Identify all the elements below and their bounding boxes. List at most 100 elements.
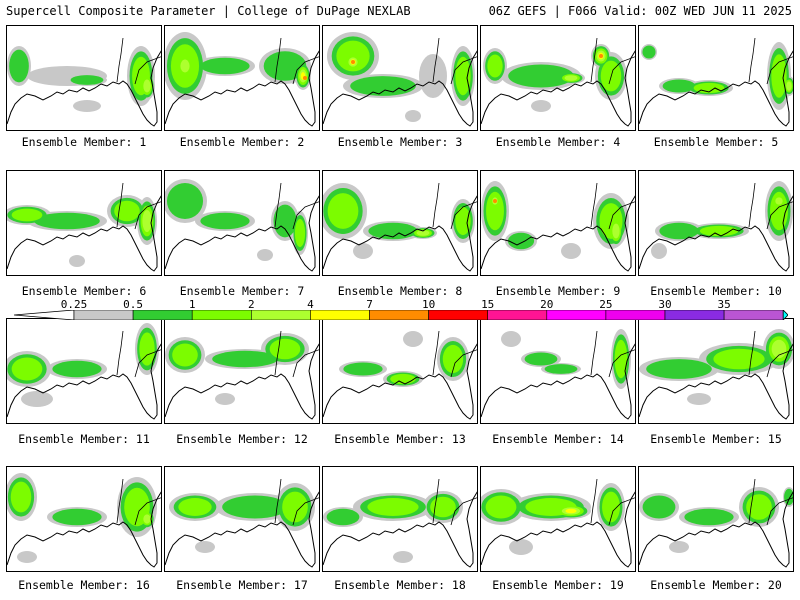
state-border <box>590 478 598 524</box>
ensemble-member-label: Ensemble Member: 9 <box>495 284 621 298</box>
state-border <box>292 56 319 85</box>
scp-contour-level-2 <box>713 348 765 370</box>
colorbar-bin <box>73 310 134 320</box>
ensemble-member-label: Ensemble Member: 11 <box>18 432 150 446</box>
colorbar-bin <box>487 310 548 320</box>
coastline <box>481 343 635 420</box>
coastline <box>7 195 161 272</box>
scp-contour-level-2 <box>178 498 212 516</box>
coastline <box>323 50 477 127</box>
scp-contour-level-2 <box>602 491 620 523</box>
coastline <box>639 50 793 127</box>
colorbar-tick-label: 10 <box>421 298 436 311</box>
scp-contour-level-0 <box>69 255 85 267</box>
scp-field <box>501 329 631 389</box>
scp-contour-level-1 <box>350 76 416 96</box>
scp-contour-level-3 <box>143 514 151 524</box>
state-border <box>748 478 756 524</box>
scp-contour-level-3 <box>143 79 151 93</box>
colorbar-bin <box>369 310 429 320</box>
state-border <box>608 201 635 230</box>
scp-contour-level-0 <box>403 331 423 347</box>
ensemble-member-panel <box>164 25 320 131</box>
scp-contour-level-5 <box>599 54 603 58</box>
coastline <box>165 50 319 127</box>
colorbar-bin <box>546 310 607 320</box>
ensemble-member-panel <box>480 25 636 131</box>
ensemble-member-label: Ensemble Member: 3 <box>337 135 463 149</box>
state-border <box>134 349 161 378</box>
ensemble-member-map <box>323 330 477 420</box>
scp-contour-level-0 <box>509 539 533 555</box>
scp-contour-level-0 <box>353 243 373 259</box>
scp-contour-level-2 <box>487 54 503 78</box>
ensemble-member-label: Ensemble Member: 8 <box>337 284 463 298</box>
ensemble-member-map <box>7 182 161 272</box>
scp-contour-level-3 <box>416 230 430 236</box>
ensemble-member-panel <box>6 318 162 424</box>
scp-contour-level-1 <box>508 64 574 88</box>
colorbar: 0.25 0.5 1 2 4 7 10 15 20 25 30 35 <box>14 298 788 320</box>
scp-contour-level-2 <box>327 193 359 229</box>
coastline <box>165 343 319 420</box>
scp-contour-level-2 <box>172 343 198 367</box>
scp-contour-level-2 <box>485 495 517 519</box>
scp-contour-level-2 <box>455 206 471 236</box>
state-border <box>748 37 756 83</box>
scp-contour-level-1 <box>642 495 676 519</box>
ensemble-member-label: Ensemble Member: 4 <box>495 135 621 149</box>
state-border <box>766 349 793 378</box>
scp-contour-level-0 <box>215 393 235 405</box>
state-border <box>274 37 282 83</box>
scp-field <box>7 473 157 563</box>
scp-contour-level-1 <box>343 362 383 376</box>
colorbar-tick-label: 20 <box>540 298 554 311</box>
colorbar-max-tip <box>782 310 788 320</box>
scp-contour-level-0 <box>419 54 447 98</box>
state-border <box>766 201 793 230</box>
scp-contour-level-0 <box>669 541 689 553</box>
scp-contour-level-3 <box>775 197 783 205</box>
scp-contour-level-0 <box>257 249 273 261</box>
scp-contour-level-1 <box>646 359 712 379</box>
scp-contour-level-1 <box>662 79 696 93</box>
colorbar-min-tip <box>14 310 75 320</box>
ensemble-member-panel <box>480 318 636 424</box>
scp-contour-level-2 <box>614 339 628 379</box>
colorbar-tick-label: 1 <box>188 298 196 311</box>
scp-contour-level-2 <box>367 498 419 516</box>
scp-contour-level-1 <box>9 49 29 83</box>
scp-field <box>339 331 469 387</box>
ensemble-member-panel <box>638 25 794 131</box>
scp-contour-level-1 <box>784 488 793 506</box>
scp-contour-level-0 <box>501 331 521 347</box>
ensemble-member-panel <box>6 466 162 572</box>
scp-contour-level-0 <box>393 551 413 563</box>
scp-field <box>483 44 627 112</box>
scp-contour-level-0 <box>561 243 581 259</box>
coastline <box>7 343 161 420</box>
ensemble-member-label: Ensemble Member: 6 <box>21 284 147 298</box>
ensemble-member-panel <box>164 170 320 276</box>
state-border <box>590 37 598 83</box>
scp-contour-level-1 <box>52 508 102 526</box>
ensemble-member-map <box>639 181 793 272</box>
colorbar-bin <box>428 310 489 320</box>
ensemble-member-map <box>639 329 793 420</box>
scp-contour-level-2 <box>746 494 772 520</box>
coastline <box>165 491 319 568</box>
scp-contour-level-1 <box>326 508 360 526</box>
coastline <box>481 195 635 272</box>
ensemble-member-panel <box>6 25 162 131</box>
state-border <box>432 182 440 228</box>
scp-contour-level-0 <box>195 541 215 553</box>
state-border <box>134 201 161 230</box>
scp-contour-level-2 <box>430 496 456 518</box>
state-border <box>608 497 635 526</box>
scp-field <box>7 46 155 112</box>
state-border <box>450 56 477 85</box>
ensemble-member-label: Ensemble Member: 17 <box>176 578 308 592</box>
scp-contour-level-2 <box>486 191 504 231</box>
state-border <box>766 56 793 85</box>
state-border <box>608 56 635 85</box>
